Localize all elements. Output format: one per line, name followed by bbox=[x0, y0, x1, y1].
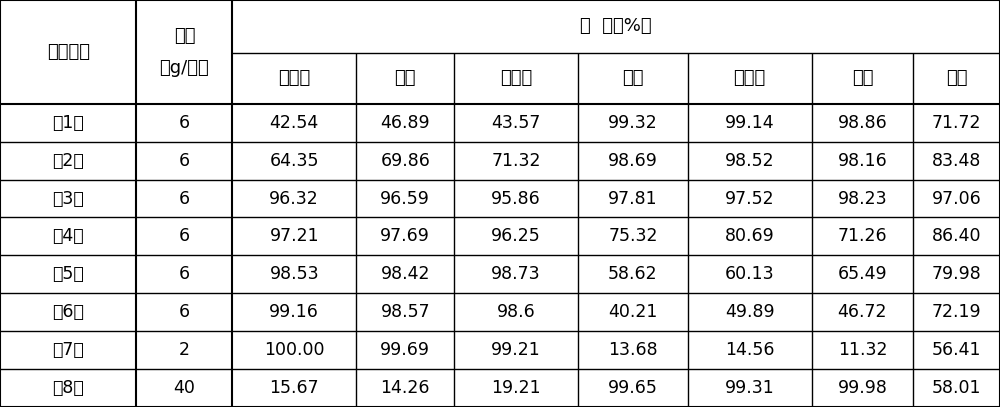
Text: 99.16: 99.16 bbox=[269, 303, 319, 321]
Text: 97.06: 97.06 bbox=[932, 190, 982, 208]
Text: 看麦娘: 看麦娘 bbox=[734, 69, 766, 88]
Text: 98.57: 98.57 bbox=[380, 303, 430, 321]
Text: （7）: （7） bbox=[52, 341, 84, 359]
Text: 98.6: 98.6 bbox=[497, 303, 536, 321]
Text: 75.32: 75.32 bbox=[608, 228, 658, 245]
Text: 96.59: 96.59 bbox=[380, 190, 430, 208]
Text: 6: 6 bbox=[179, 265, 190, 283]
Text: 72.19: 72.19 bbox=[932, 303, 981, 321]
Text: 98.53: 98.53 bbox=[269, 265, 319, 283]
Text: 平均: 平均 bbox=[946, 69, 967, 88]
Text: 97.52: 97.52 bbox=[725, 190, 775, 208]
Text: 试验处理: 试验处理 bbox=[47, 43, 90, 61]
Text: 荧菜: 荧菜 bbox=[394, 69, 416, 88]
Text: 95.86: 95.86 bbox=[491, 190, 541, 208]
Text: 13.68: 13.68 bbox=[608, 341, 658, 359]
Text: 79.98: 79.98 bbox=[932, 265, 982, 283]
Text: 2: 2 bbox=[179, 341, 190, 359]
Text: 83.48: 83.48 bbox=[932, 152, 981, 170]
Text: （4）: （4） bbox=[52, 228, 84, 245]
Text: 71.32: 71.32 bbox=[491, 152, 541, 170]
Text: 99.98: 99.98 bbox=[837, 379, 887, 397]
Text: 100.00: 100.00 bbox=[264, 341, 324, 359]
Text: 64.35: 64.35 bbox=[269, 152, 319, 170]
Text: 43.57: 43.57 bbox=[491, 114, 541, 132]
Text: 98.16: 98.16 bbox=[838, 152, 887, 170]
Text: 71.72: 71.72 bbox=[932, 114, 981, 132]
Text: 猜殃殃: 猜殃殃 bbox=[500, 69, 532, 88]
Text: 15.67: 15.67 bbox=[269, 379, 319, 397]
Text: 86.40: 86.40 bbox=[932, 228, 981, 245]
Text: （3）: （3） bbox=[52, 190, 84, 208]
Text: （g/亩）: （g/亩） bbox=[160, 59, 209, 77]
Text: 98.73: 98.73 bbox=[491, 265, 541, 283]
Text: 98.86: 98.86 bbox=[838, 114, 887, 132]
Text: 49.89: 49.89 bbox=[725, 303, 775, 321]
Text: 71.26: 71.26 bbox=[838, 228, 887, 245]
Text: 硬草: 硬草 bbox=[852, 69, 873, 88]
Text: 40.21: 40.21 bbox=[608, 303, 658, 321]
Text: 6: 6 bbox=[179, 228, 190, 245]
Text: 99.69: 99.69 bbox=[380, 341, 430, 359]
Text: 14.26: 14.26 bbox=[380, 379, 430, 397]
Text: 98.23: 98.23 bbox=[838, 190, 887, 208]
Text: 42.54: 42.54 bbox=[270, 114, 319, 132]
Text: 99.14: 99.14 bbox=[725, 114, 775, 132]
Text: 96.32: 96.32 bbox=[269, 190, 319, 208]
Text: 97.21: 97.21 bbox=[269, 228, 319, 245]
Text: 99.21: 99.21 bbox=[491, 341, 541, 359]
Text: 雀麦: 雀麦 bbox=[622, 69, 644, 88]
Text: 96.25: 96.25 bbox=[491, 228, 541, 245]
Text: 97.69: 97.69 bbox=[380, 228, 430, 245]
Text: 防  效（%）: 防 效（%） bbox=[580, 18, 652, 35]
Text: 56.41: 56.41 bbox=[932, 341, 981, 359]
Text: 6: 6 bbox=[179, 114, 190, 132]
Text: 97.81: 97.81 bbox=[608, 190, 658, 208]
Text: 99.31: 99.31 bbox=[725, 379, 775, 397]
Text: 98.52: 98.52 bbox=[725, 152, 775, 170]
Text: 65.49: 65.49 bbox=[838, 265, 887, 283]
Text: 6: 6 bbox=[179, 190, 190, 208]
Text: （2）: （2） bbox=[52, 152, 84, 170]
Text: 用量: 用量 bbox=[174, 26, 195, 45]
Text: 58.62: 58.62 bbox=[608, 265, 658, 283]
Text: 6: 6 bbox=[179, 152, 190, 170]
Text: （8）: （8） bbox=[52, 379, 84, 397]
Text: 58.01: 58.01 bbox=[932, 379, 981, 397]
Text: 播娘蒿: 播娘蒿 bbox=[278, 69, 310, 88]
Text: 6: 6 bbox=[179, 303, 190, 321]
Text: 46.89: 46.89 bbox=[380, 114, 430, 132]
Text: 98.69: 98.69 bbox=[608, 152, 658, 170]
Text: 46.72: 46.72 bbox=[838, 303, 887, 321]
Text: 98.42: 98.42 bbox=[380, 265, 430, 283]
Text: 99.65: 99.65 bbox=[608, 379, 658, 397]
Text: 14.56: 14.56 bbox=[725, 341, 774, 359]
Text: 80.69: 80.69 bbox=[725, 228, 775, 245]
Text: 69.86: 69.86 bbox=[380, 152, 430, 170]
Text: 60.13: 60.13 bbox=[725, 265, 775, 283]
Text: （5）: （5） bbox=[52, 265, 84, 283]
Text: 19.21: 19.21 bbox=[491, 379, 541, 397]
Text: （6）: （6） bbox=[52, 303, 84, 321]
Text: 11.32: 11.32 bbox=[838, 341, 887, 359]
Text: 40: 40 bbox=[173, 379, 195, 397]
Text: 99.32: 99.32 bbox=[608, 114, 658, 132]
Text: （1）: （1） bbox=[52, 114, 84, 132]
